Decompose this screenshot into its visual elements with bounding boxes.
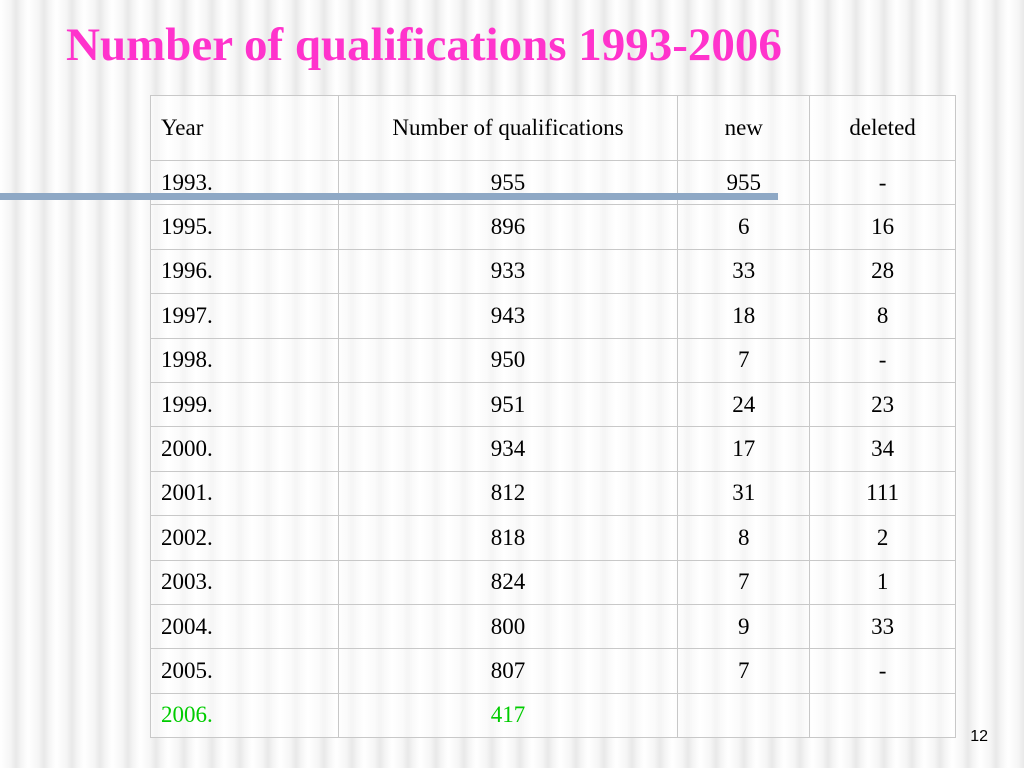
- header-cell: new: [677, 95, 811, 161]
- table-cell: 800: [337, 603, 679, 650]
- table-cell: 28: [809, 248, 956, 295]
- table-cell: -: [809, 159, 956, 206]
- table-cell: 24: [677, 381, 811, 428]
- table-cell: 943: [337, 293, 679, 339]
- table-cell: 7: [677, 337, 811, 383]
- page-number: 12: [970, 728, 988, 745]
- table-cell: 950: [337, 337, 679, 383]
- table-cell: 2003.: [150, 559, 339, 605]
- table-cell: 2000.: [150, 426, 339, 472]
- table-cell: 818: [337, 515, 679, 561]
- table-row: 2000. 934 17 34: [150, 426, 956, 472]
- decorative-bar: [0, 193, 778, 200]
- table-cell: 2: [809, 515, 956, 561]
- table-cell: 9: [677, 603, 811, 650]
- table-row: 1999. 951 24 23: [150, 381, 956, 428]
- table-row: 2001. 812 31 111: [150, 470, 956, 517]
- table-cell: 2005.: [150, 648, 339, 694]
- table-cell: 812: [337, 470, 679, 517]
- table-cell: 1999.: [150, 381, 339, 428]
- table-cell: [677, 692, 811, 739]
- table-cell: 111: [809, 470, 956, 517]
- table-row: 1996. 933 33 28: [150, 248, 956, 295]
- table-row: 2002. 818 8 2: [150, 515, 956, 561]
- table-row: 2003. 824 7 1: [150, 559, 956, 605]
- table-cell: 2002.: [150, 515, 339, 561]
- table-cell: 8: [809, 293, 956, 339]
- table-cell: 33: [677, 248, 811, 295]
- table-row: 2006. 417: [150, 692, 956, 739]
- table-cell: 8: [677, 515, 811, 561]
- table-cell: 31: [677, 470, 811, 517]
- data-table: Year Number of qualifications new deleted 19…: [150, 95, 956, 739]
- table-row: 2004. 800 9 33: [150, 603, 956, 650]
- table-row: 1993. 955 955-: [150, 159, 956, 206]
- table-cell: 6: [677, 204, 811, 250]
- table-cell: 824: [337, 559, 679, 605]
- header-cell: Number of qualifications: [337, 95, 679, 161]
- table-cell: 34: [809, 426, 956, 472]
- table-cell: 7: [677, 648, 811, 694]
- table-cell: 2006.: [150, 692, 339, 739]
- table-cell: 17: [677, 426, 811, 472]
- table-cell: 807: [337, 648, 679, 694]
- table-cell: [809, 692, 956, 739]
- table-cell: 1997.: [150, 293, 339, 339]
- table-cell: 951: [337, 381, 679, 428]
- table-cell: 1: [809, 559, 956, 605]
- table-cell: 2001.: [150, 470, 339, 517]
- table-row: 2005. 807 7-: [150, 648, 956, 694]
- table-row: 1998. 950 7-: [150, 337, 956, 383]
- header-cell: Year: [150, 95, 339, 161]
- table-cell: 16: [809, 204, 956, 250]
- table-cell: -: [809, 337, 956, 383]
- table-row: 1997. 943 18 8: [150, 293, 956, 339]
- table-cell: 2004.: [150, 603, 339, 650]
- table-row: 1995. 896 6 16: [150, 204, 956, 250]
- table-cell: 18: [677, 293, 811, 339]
- table-cell: 417: [337, 692, 679, 739]
- table-cell: 1995.: [150, 204, 339, 250]
- header-cell: deleted: [809, 95, 956, 161]
- table-cell: 23: [809, 381, 956, 428]
- table-cell: 7: [677, 559, 811, 605]
- slide-title: Number of qualifications 1993-2006: [66, 19, 782, 71]
- table-cell: 933: [337, 248, 679, 295]
- table-cell: -: [809, 648, 956, 694]
- table-cell: 33: [809, 603, 956, 650]
- table-cell: 896: [337, 204, 679, 250]
- table-cell: 1996.: [150, 248, 339, 295]
- table-cell: 1998.: [150, 337, 339, 383]
- table-cell: 934: [337, 426, 679, 472]
- header-row: Year Number of qualifications new deleted: [150, 95, 956, 161]
